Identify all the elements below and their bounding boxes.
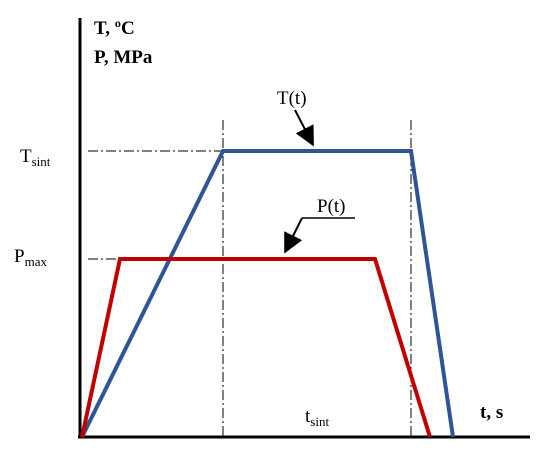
level-label: Pmax: [14, 246, 47, 269]
callout-arrow: [284, 217, 303, 254]
pressure-curve: [80, 257, 432, 438]
label-sub: max: [25, 254, 48, 269]
callout-arrow: [294, 109, 314, 147]
curve-label: P(t): [317, 196, 346, 217]
label-base: t: [305, 406, 311, 427]
label-base: T: [20, 146, 32, 167]
label-sub: sint: [310, 414, 329, 429]
x-axis-label: t, s: [480, 402, 503, 423]
temperature-curve: [80, 149, 455, 438]
y-axis-label: T, ºC: [94, 18, 135, 39]
curve-label: T(t): [277, 88, 307, 109]
time-label: tsint: [305, 406, 329, 429]
level-label: Tsint: [20, 146, 51, 169]
y-axis-label: P, MPa: [94, 47, 153, 68]
label-base: P: [14, 246, 25, 267]
label-sub: sint: [32, 154, 51, 169]
